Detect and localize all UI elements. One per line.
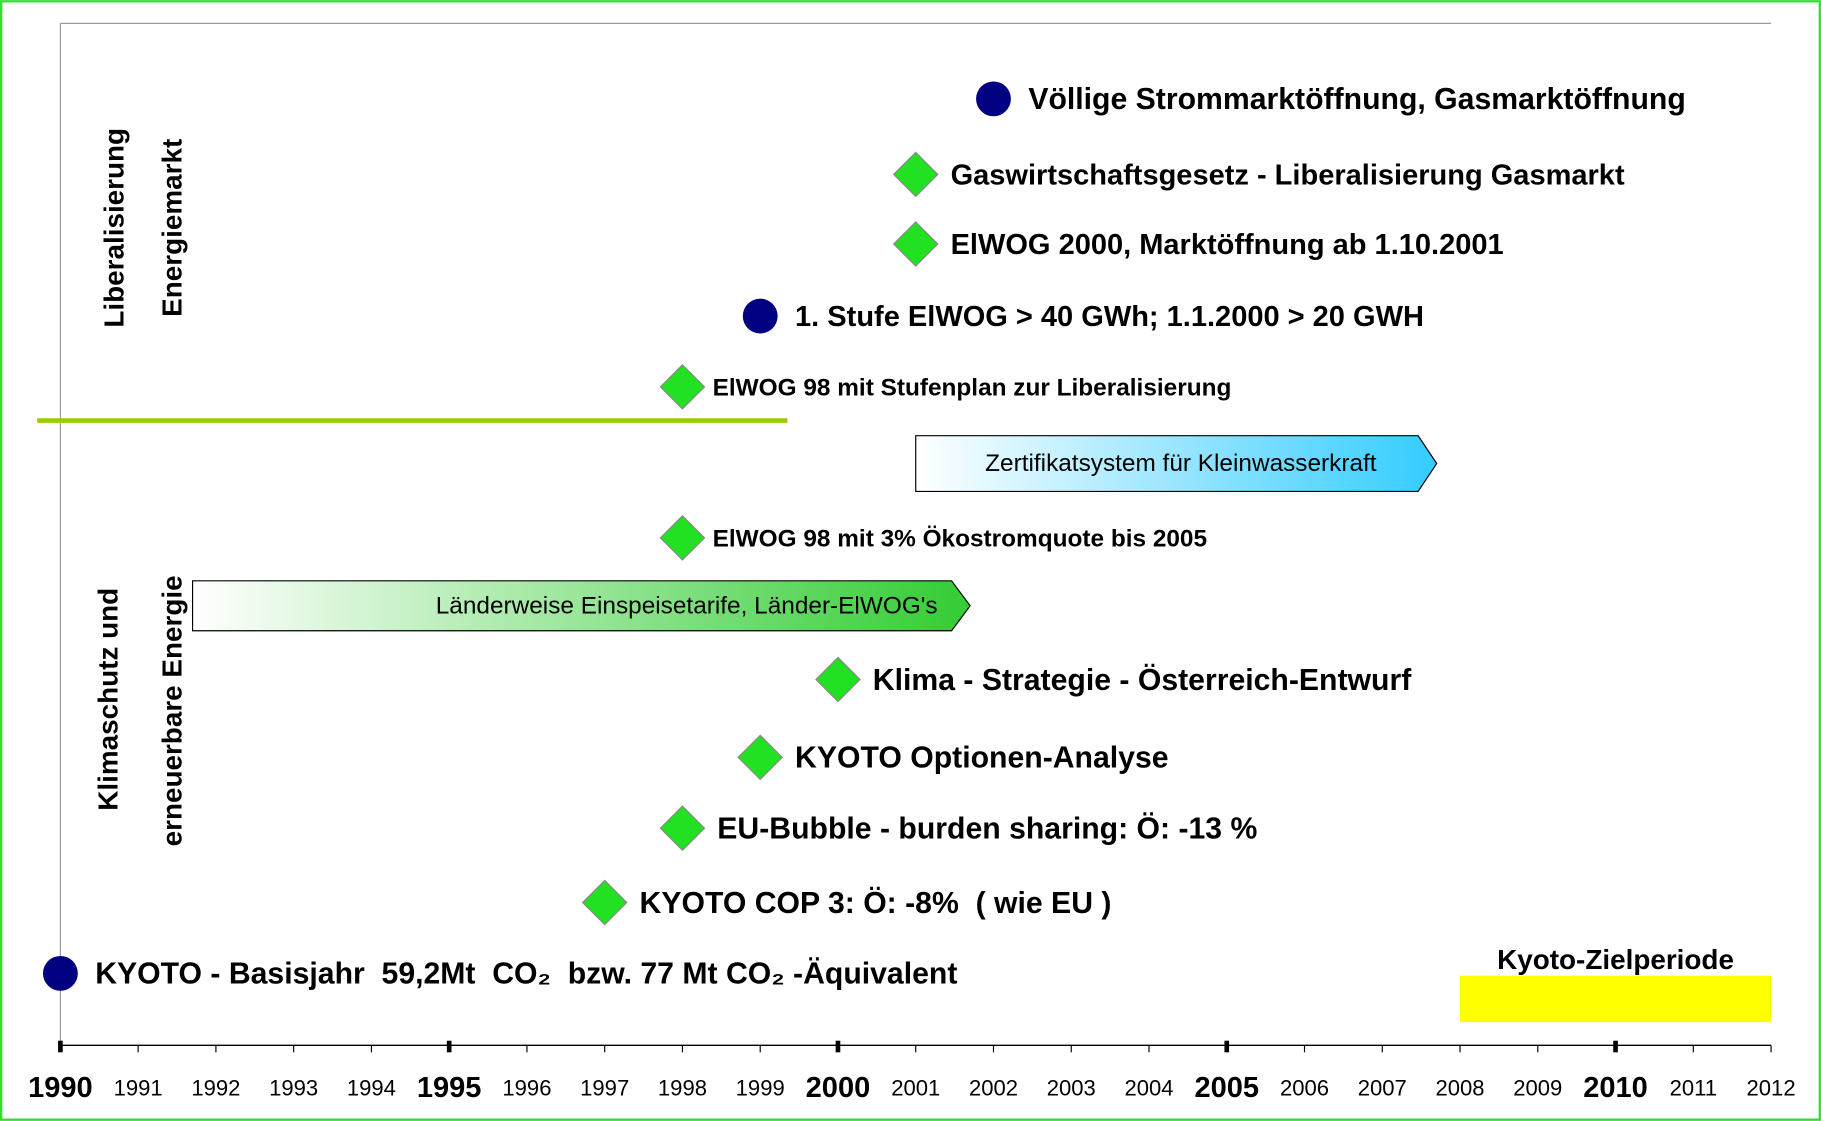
x-tick-label: 1990 xyxy=(28,1072,93,1104)
event-label: EU-Bubble - burden sharing: Ö: -13 % xyxy=(717,812,1257,845)
event-circle xyxy=(42,955,78,991)
event-diamond xyxy=(892,221,939,267)
x-tick-label: 2012 xyxy=(1747,1075,1796,1100)
section-label: Klimaschutz und xyxy=(93,588,124,811)
event-diamond xyxy=(659,514,706,561)
event-diamond xyxy=(659,363,706,410)
x-tick-label: 2005 xyxy=(1194,1072,1259,1104)
range-bar xyxy=(1460,975,1772,1023)
event-label: 1. Stufe ElWOG > 40 GWh; 1.1.2000 > 20 G… xyxy=(795,301,1424,333)
event-label: ElWOG 2000, Marktöffnung ab 1.10.2001 xyxy=(951,229,1504,261)
section-label: erneuerbare Energie xyxy=(157,575,188,846)
event-diamond xyxy=(581,879,628,926)
event-circle xyxy=(742,298,778,334)
x-tick-label: 2004 xyxy=(1124,1075,1173,1100)
section-label: Liberalisierung xyxy=(98,128,129,328)
x-tick-label: 2009 xyxy=(1513,1075,1562,1100)
x-tick-label: 2006 xyxy=(1280,1075,1329,1100)
event-diamond xyxy=(737,734,784,781)
x-tick-label: 1992 xyxy=(191,1075,240,1100)
event-diamond xyxy=(659,805,706,852)
event-label: Klima - Strategie - Österreich-Entwurf xyxy=(873,664,1412,697)
x-tick-label: 2007 xyxy=(1358,1075,1407,1100)
x-tick-label: 2001 xyxy=(891,1075,940,1100)
event-label: KYOTO COP 3: Ö: -8% ( wie EU ) xyxy=(640,887,1112,920)
range-arrow xyxy=(191,580,971,632)
range-label: Länderweise Einspeisetarife, Länder-ElWO… xyxy=(436,592,938,619)
x-tick-label: 1998 xyxy=(658,1075,707,1100)
x-tick-label: 2010 xyxy=(1583,1072,1648,1104)
x-tick-label: 2000 xyxy=(806,1072,871,1104)
x-tick-label: 2011 xyxy=(1670,1075,1717,1100)
event-diamond xyxy=(815,656,861,703)
event-label: ElWOG 98 mit Stufenplan zur Liberalisier… xyxy=(713,375,1232,402)
range-arrow xyxy=(915,435,1438,492)
x-tick-label: 1993 xyxy=(269,1075,318,1100)
event-label: ElWOG 98 mit 3% Ökostromquote bis 2005 xyxy=(713,526,1207,553)
x-tick-label: 1994 xyxy=(347,1075,396,1100)
x-tick-label: 1999 xyxy=(736,1075,785,1100)
event-label: KYOTO Optionen-Analyse xyxy=(795,742,1168,775)
x-tick-label: 1991 xyxy=(114,1075,163,1100)
event-diamond xyxy=(892,151,939,198)
x-tick-label: 2003 xyxy=(1047,1075,1096,1100)
range-label: Zertifikatsystem für Kleinwasserkraft xyxy=(985,450,1377,477)
x-tick-label: 1996 xyxy=(502,1075,551,1100)
event-label: KYOTO - Basisjahr 59,2Mt CO₂ bzw. 77 Mt … xyxy=(95,958,957,991)
range-label: Kyoto-Zielperiode xyxy=(1497,944,1734,975)
x-tick-label: 1997 xyxy=(580,1075,629,1100)
section-label: Energiemarkt xyxy=(157,139,188,317)
x-tick-label: 2002 xyxy=(969,1075,1018,1100)
event-circle xyxy=(976,81,1011,117)
event-label: Gaswirtschaftsgesetz - Liberalisierung G… xyxy=(951,159,1625,191)
x-tick-label: 2008 xyxy=(1436,1075,1485,1100)
x-tick-label: 1995 xyxy=(417,1072,482,1104)
event-label: Völlige Strommarktöffnung, Gasmarktöffnu… xyxy=(1028,83,1685,116)
